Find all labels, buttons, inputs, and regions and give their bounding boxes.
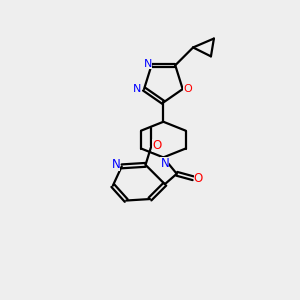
Text: N: N xyxy=(133,84,142,94)
Text: O: O xyxy=(152,139,161,152)
Text: O: O xyxy=(183,84,192,94)
Text: N: N xyxy=(111,158,120,171)
Text: N: N xyxy=(160,158,169,170)
Text: N: N xyxy=(143,58,152,68)
Text: O: O xyxy=(194,172,203,185)
